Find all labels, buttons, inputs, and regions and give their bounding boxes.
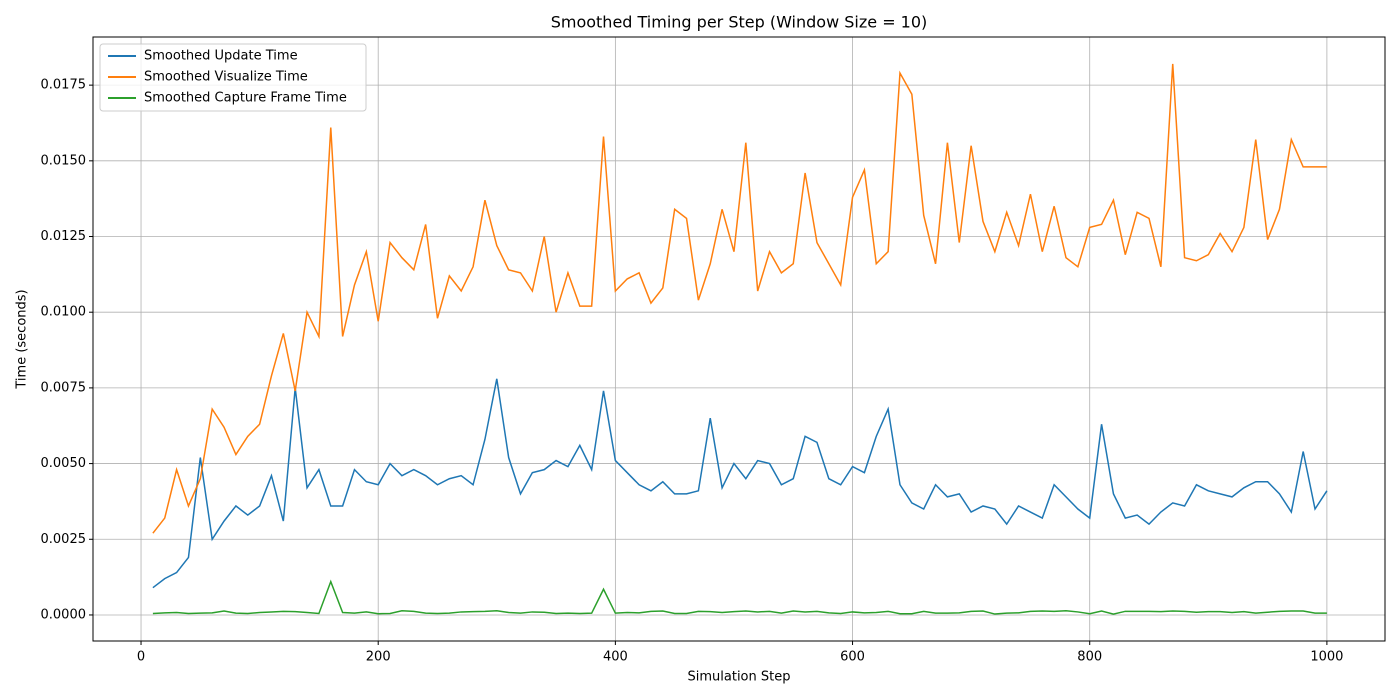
chart-title: Smoothed Timing per Step (Window Size = … bbox=[551, 13, 928, 32]
x-tick-label: 400 bbox=[603, 650, 628, 665]
plot-frame bbox=[92, 36, 1386, 642]
series-line bbox=[152, 579, 1327, 615]
x-tick-label: 200 bbox=[366, 650, 391, 665]
y-tick-label: 0.0175 bbox=[41, 78, 87, 93]
legend-box bbox=[99, 43, 367, 112]
series-line bbox=[152, 63, 1327, 534]
y-tick-label: 0.0075 bbox=[41, 380, 87, 395]
legend-label: Smoothed Visualize Time bbox=[144, 70, 308, 85]
x-tick-label: 600 bbox=[840, 650, 865, 665]
y-tick-label: 0.0000 bbox=[41, 607, 87, 622]
legend-label: Smoothed Capture Frame Time bbox=[144, 91, 347, 106]
y-tick-label: 0.0025 bbox=[41, 532, 87, 547]
series-line bbox=[152, 378, 1328, 589]
x-axis-label: Simulation Step bbox=[688, 670, 791, 685]
y-tick-label: 0.0100 bbox=[41, 305, 87, 320]
y-tick-label: 0.0150 bbox=[41, 153, 87, 168]
y-axis-label: Time (seconds) bbox=[15, 289, 30, 389]
legend-label: Smoothed Update Time bbox=[144, 49, 298, 64]
x-tick-label: 0 bbox=[137, 650, 145, 665]
y-tick-label: 0.0125 bbox=[41, 229, 87, 244]
y-tick-label: 0.0050 bbox=[41, 456, 87, 471]
x-tick-label: 1000 bbox=[1310, 650, 1343, 665]
x-tick-label: 800 bbox=[1077, 650, 1102, 665]
